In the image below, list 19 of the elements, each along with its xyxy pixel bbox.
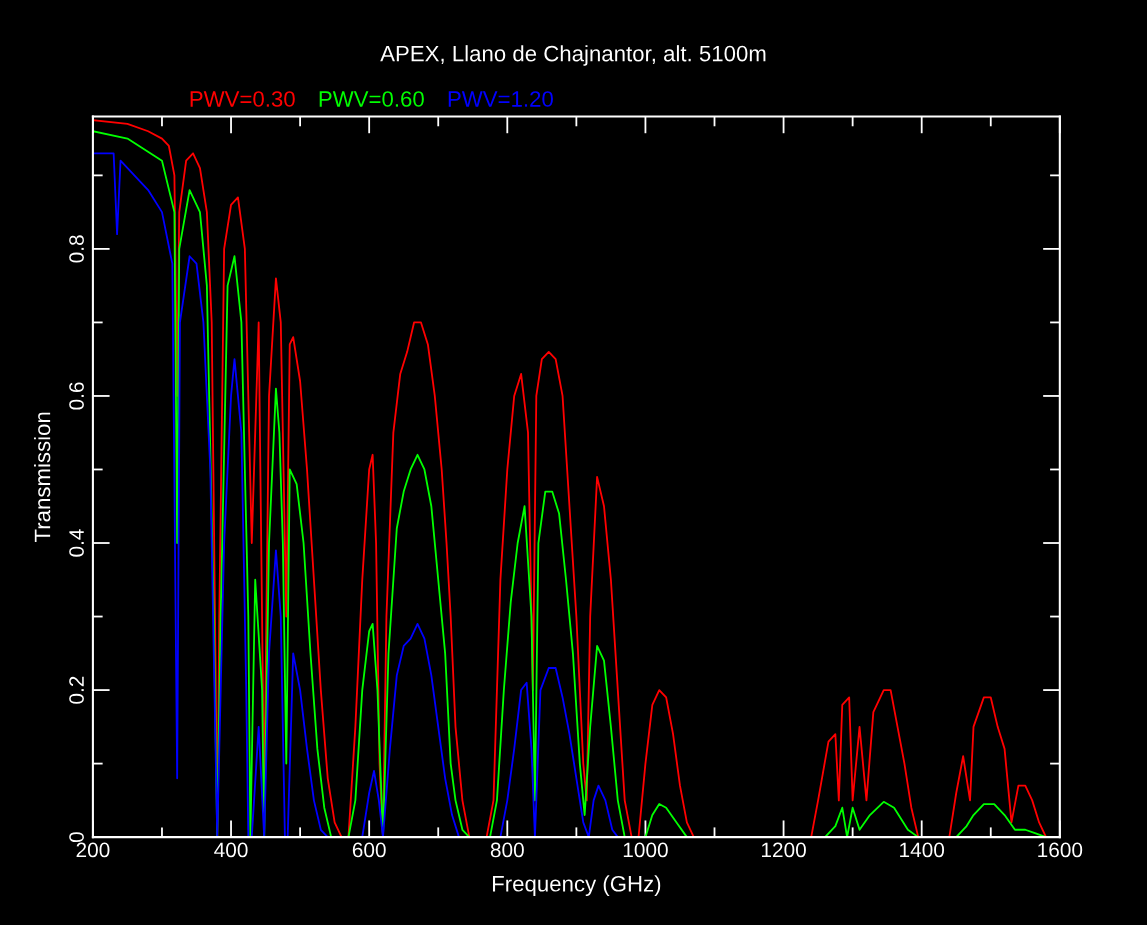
x-tick-label: 1000 bbox=[623, 842, 668, 858]
chart-title: APEX, Llano de Chajnantor, alt. 5100m bbox=[380, 45, 766, 66]
x-tick-label: 800 bbox=[490, 842, 524, 858]
y-tick-label: 0 bbox=[69, 832, 84, 843]
x-tick-label: 400 bbox=[214, 842, 248, 858]
x-axis-title: Frequency (GHz) bbox=[492, 875, 661, 897]
x-tick-label: 1200 bbox=[761, 842, 806, 858]
y-tick-label: 0.4 bbox=[69, 529, 84, 557]
x-tick-label: 600 bbox=[352, 842, 386, 858]
y-tick-label: 0.8 bbox=[69, 235, 84, 263]
x-tick-label: 1400 bbox=[900, 842, 945, 858]
y-tick-label: 0.6 bbox=[69, 382, 84, 410]
x-tick-label: 1600 bbox=[1038, 842, 1083, 858]
y-tick-label: 0.2 bbox=[69, 676, 84, 704]
series-label: PWV=0.30 bbox=[190, 91, 295, 107]
text: PWV=1.20 bbox=[448, 91, 553, 107]
y-axis-title: Transmission bbox=[34, 412, 51, 542]
text: PWV=0.60 bbox=[319, 91, 424, 107]
x-tick-label: 200 bbox=[76, 842, 110, 858]
